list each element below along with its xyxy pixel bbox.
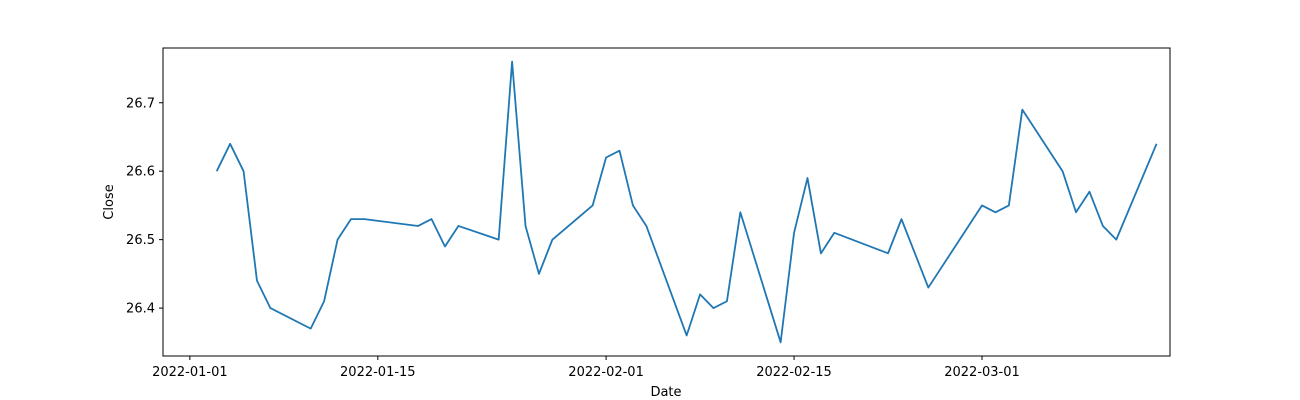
series-line-0	[215, 60, 1158, 344]
series-layer	[215, 60, 1158, 344]
x-tick-label: 2022-01-01	[152, 365, 228, 380]
y-tick-label: 26.5	[126, 233, 155, 248]
x-tick-label: 2022-02-01	[568, 365, 644, 380]
x-axis-label: Date	[650, 385, 681, 400]
plot-frame	[162, 47, 1171, 357]
y-tick-label: 26.6	[126, 165, 155, 180]
y-tick-label: 26.4	[126, 302, 155, 317]
x-axis: 2022-01-01 2022-01-15 2022-02-01 2022-02-15…	[152, 356, 1020, 380]
x-tick-label: 2022-01-15	[340, 365, 416, 380]
plot-area	[163, 48, 1170, 356]
x-tick-label: 2022-02-15	[756, 365, 832, 380]
x-tick-label: 2022-03-01	[944, 365, 1020, 380]
y-axis: 26.4 26.5 26.6 26.7	[126, 96, 163, 317]
y-tick-label: 26.7	[126, 96, 155, 111]
y-axis-label: Close	[102, 184, 117, 219]
